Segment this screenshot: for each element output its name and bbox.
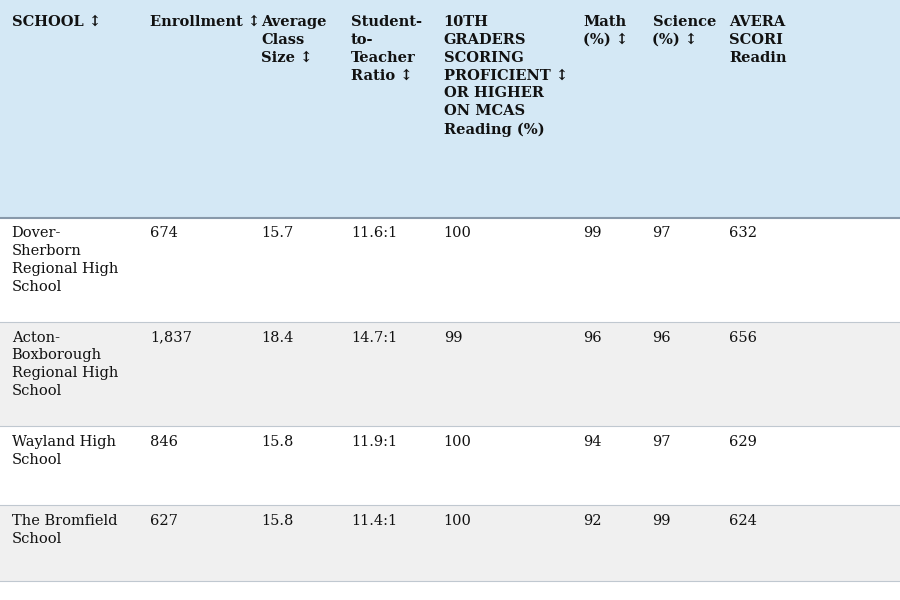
Bar bbox=[0, 218, 900, 322]
Text: 100: 100 bbox=[444, 514, 472, 527]
Text: 99: 99 bbox=[583, 226, 602, 240]
Text: 97: 97 bbox=[652, 226, 671, 240]
Text: 627: 627 bbox=[150, 514, 178, 527]
Text: 656: 656 bbox=[729, 331, 757, 344]
Text: 99: 99 bbox=[444, 331, 463, 344]
Bar bbox=[0, 505, 900, 581]
Text: 92: 92 bbox=[583, 514, 602, 527]
Text: 629: 629 bbox=[729, 435, 757, 449]
Text: Student-
to-
Teacher
Ratio ↕: Student- to- Teacher Ratio ↕ bbox=[351, 15, 422, 83]
Text: Math
(%) ↕: Math (%) ↕ bbox=[583, 15, 628, 47]
Text: 15.8: 15.8 bbox=[261, 435, 293, 449]
Text: 632: 632 bbox=[729, 226, 757, 240]
Text: 18.4: 18.4 bbox=[261, 331, 293, 344]
Text: 15.7: 15.7 bbox=[261, 226, 293, 240]
Bar bbox=[0, 427, 900, 505]
Text: 11.6:1: 11.6:1 bbox=[351, 226, 397, 240]
Text: Enrollment ↕: Enrollment ↕ bbox=[150, 15, 260, 29]
Text: 97: 97 bbox=[652, 435, 671, 449]
Text: 846: 846 bbox=[150, 435, 178, 449]
Bar bbox=[0, 322, 900, 427]
Text: 99: 99 bbox=[652, 514, 671, 527]
Text: 11.9:1: 11.9:1 bbox=[351, 435, 397, 449]
Text: 14.7:1: 14.7:1 bbox=[351, 331, 397, 344]
Text: Science
(%) ↕: Science (%) ↕ bbox=[652, 15, 716, 47]
Text: 94: 94 bbox=[583, 435, 602, 449]
Bar bbox=[0, 581, 900, 600]
Text: The Bromfield
School: The Bromfield School bbox=[12, 514, 117, 545]
Text: 96: 96 bbox=[652, 331, 671, 344]
Text: Dover-
Sherborn
Regional High
School: Dover- Sherborn Regional High School bbox=[12, 226, 118, 294]
Text: Acton-
Boxborough
Regional High
School: Acton- Boxborough Regional High School bbox=[12, 331, 118, 398]
Text: 100: 100 bbox=[444, 226, 472, 240]
Text: AVERA
SCORI
Readin: AVERA SCORI Readin bbox=[729, 15, 787, 65]
Text: SCHOOL ↕: SCHOOL ↕ bbox=[12, 15, 101, 29]
Text: 100: 100 bbox=[444, 435, 472, 449]
Text: 11.4:1: 11.4:1 bbox=[351, 514, 397, 527]
Bar bbox=[0, 0, 900, 218]
Text: 624: 624 bbox=[729, 514, 757, 527]
Text: Average
Class
Size ↕: Average Class Size ↕ bbox=[261, 15, 327, 65]
Text: 10TH
GRADERS
SCORING
PROFICIENT ↕
OR HIGHER
ON MCAS
Reading (%): 10TH GRADERS SCORING PROFICIENT ↕ OR HIG… bbox=[444, 15, 568, 137]
Text: 96: 96 bbox=[583, 331, 602, 344]
Text: 15.8: 15.8 bbox=[261, 514, 293, 527]
Text: 1,837: 1,837 bbox=[150, 331, 193, 344]
Text: 674: 674 bbox=[150, 226, 178, 240]
Text: Wayland High
School: Wayland High School bbox=[12, 435, 116, 467]
